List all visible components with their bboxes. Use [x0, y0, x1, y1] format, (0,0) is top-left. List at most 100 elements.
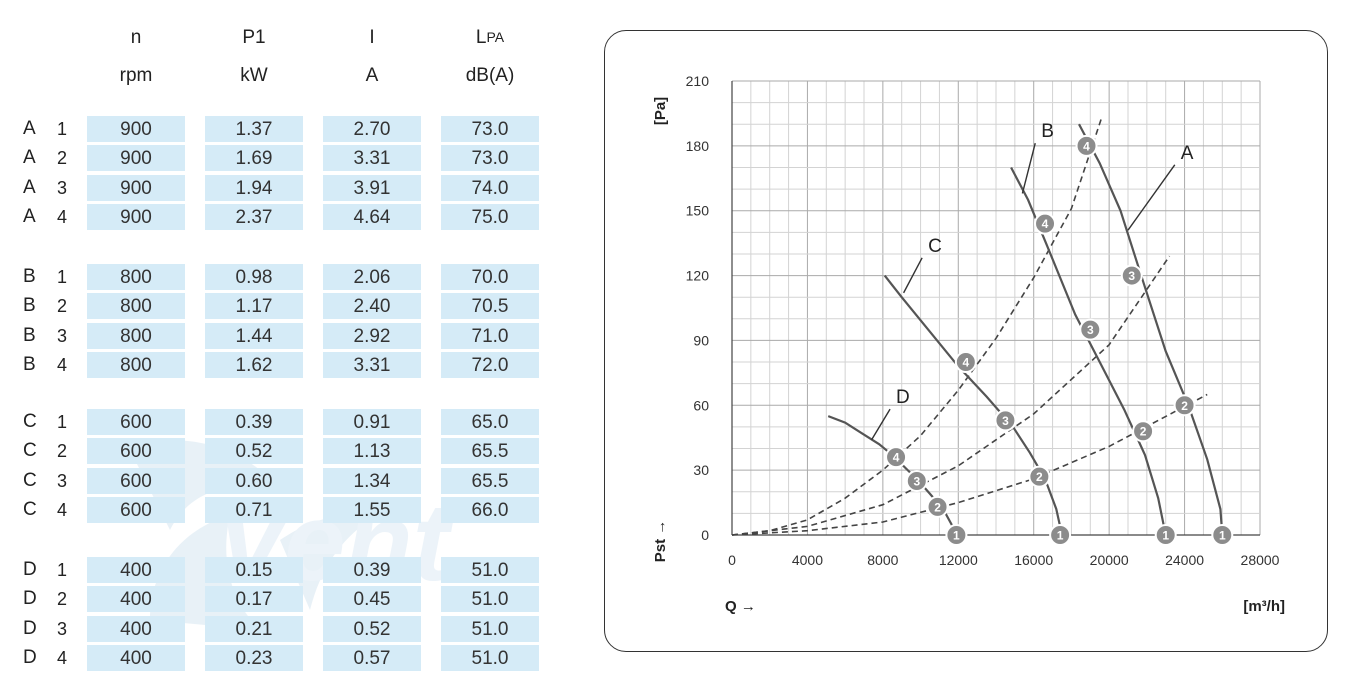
row-group-label: B — [23, 266, 36, 287]
table-cell: 1.13 — [323, 438, 421, 465]
table-cell: 900 — [87, 116, 185, 142]
row-step-label: 3 — [57, 618, 68, 639]
marker-circle — [1120, 264, 1143, 287]
table-row: D 2 400 0.17 0.45 51.0 — [0, 586, 560, 613]
marker-step-label: 2 — [1036, 470, 1043, 484]
marker-circle — [1049, 524, 1072, 546]
table-cell: 3.91 — [323, 174, 421, 201]
marker-circle — [1028, 465, 1051, 488]
row-step-label: 1 — [57, 119, 68, 139]
table-cell: 900 — [87, 174, 185, 201]
operating-point-marker: 3 — [1079, 318, 1102, 341]
operating-point-marker: 4 — [1075, 134, 1098, 157]
marker-step-label: 2 — [934, 500, 941, 514]
table-cell: 65.5 — [441, 438, 539, 465]
marker-circle — [1154, 524, 1177, 546]
curve-label-leader — [1021, 143, 1036, 194]
y-tick-label: 0 — [701, 527, 709, 543]
table-row: A 1 900 1.37 2.70 73.0 — [0, 116, 560, 143]
row-group-label: D — [23, 646, 37, 668]
table-cell: 51.0 — [441, 644, 539, 671]
marker-circle — [1211, 524, 1234, 546]
row-step-label: 4 — [57, 206, 68, 227]
row-step-label: 1 — [57, 267, 68, 287]
table-cell: 400 — [87, 644, 185, 671]
table-cell: 0.52 — [323, 615, 421, 642]
operating-point-marker: 1 — [945, 524, 968, 546]
row-group-label: A — [23, 118, 36, 139]
table-cell: 600 — [87, 409, 185, 435]
row-group-label: B — [23, 324, 36, 346]
table-row: D 4 400 0.23 0.57 51.0 — [0, 644, 560, 672]
row-step-label: 4 — [57, 354, 68, 375]
marker-circle — [1075, 134, 1098, 157]
marker-circle — [1173, 394, 1196, 417]
table-cell: 2.70 — [323, 116, 421, 142]
x-tick-label: 12000 — [939, 552, 978, 568]
table-cell: 75.0 — [441, 203, 539, 230]
marker-step-label: 1 — [953, 529, 960, 543]
curve-label-B: B — [1041, 121, 1054, 142]
marker-step-label: 4 — [893, 451, 900, 465]
operating-point-marker: 3 — [1120, 264, 1143, 287]
column-header-0: n — [87, 27, 185, 49]
table-row: B 4 800 1.62 3.31 72.0 — [0, 351, 560, 379]
row-step-label: 1 — [57, 560, 68, 580]
table-cell: 1.17 — [205, 293, 303, 320]
table-cell: 400 — [87, 557, 185, 583]
table-cell: 2.06 — [323, 264, 421, 290]
operating-point-marker: 2 — [926, 495, 949, 518]
operating-point-marker: 2 — [1132, 420, 1155, 443]
marker-step-label: 4 — [962, 356, 969, 370]
table-cell: 600 — [87, 496, 185, 523]
table-cell: 1.69 — [205, 145, 303, 172]
table-cell: 70.0 — [441, 264, 539, 290]
marker-step-label: 3 — [1087, 323, 1094, 337]
operating-point-marker: 2 — [1173, 394, 1196, 417]
table-cell: 0.98 — [205, 264, 303, 290]
table-row: C 4 600 0.71 1.55 66.0 — [0, 496, 560, 524]
table-cell: 1.34 — [323, 467, 421, 494]
table-cell: 65.0 — [441, 409, 539, 435]
table-cell: 1.94 — [205, 174, 303, 201]
table-cell: 800 — [87, 322, 185, 349]
row-step-label: 2 — [57, 441, 68, 462]
table-cell: 1.62 — [205, 351, 303, 378]
table-cell: 900 — [87, 145, 185, 172]
table-cell: 800 — [87, 293, 185, 320]
table-cell: 51.0 — [441, 615, 539, 642]
row-group-label: C — [23, 498, 37, 520]
operating-point-marker: 1 — [1154, 524, 1177, 546]
row-group-label: B — [23, 295, 36, 317]
table-cell: 0.57 — [323, 644, 421, 671]
column-unit: rpm — [119, 65, 153, 86]
row-step-label: 4 — [57, 647, 68, 668]
marker-circle — [1034, 212, 1057, 235]
operating-point-marker: 2 — [1028, 465, 1051, 488]
system-curve-2 — [731, 393, 1208, 536]
table-row: B 2 800 1.17 2.40 70.5 — [0, 293, 560, 320]
marker-circle — [1132, 420, 1155, 443]
table-cell: 71.0 — [441, 322, 539, 349]
row-step-label: 4 — [57, 499, 68, 520]
row-group-label: D — [23, 588, 37, 610]
row-group-label: B — [23, 353, 36, 375]
system-curve-3 — [731, 255, 1171, 536]
y-tick-label: 210 — [686, 73, 710, 89]
column-symbol-subscript: PA — [486, 29, 505, 45]
y-axis-title: Pst → — [652, 520, 669, 563]
table-row: A 4 900 2.37 4.64 75.0 — [0, 203, 560, 231]
table-row: B 3 800 1.44 2.92 71.0 — [0, 322, 560, 350]
y-tick-label: 30 — [693, 462, 709, 478]
column-symbol: P1 — [242, 27, 266, 48]
table-row: B 1 800 0.98 2.06 70.0 — [0, 264, 560, 291]
row-step-label: 2 — [57, 296, 68, 317]
operating-point-marker: 3 — [905, 469, 928, 492]
marker-circle — [926, 495, 949, 518]
table-cell: 1.37 — [205, 116, 303, 142]
x-axis-unit: [m³/h] — [1243, 598, 1285, 615]
table-row: C 2 600 0.52 1.13 65.5 — [0, 438, 560, 465]
table-cell: 800 — [87, 264, 185, 290]
y-tick-label: 180 — [686, 138, 710, 154]
table-cell: 51.0 — [441, 557, 539, 583]
